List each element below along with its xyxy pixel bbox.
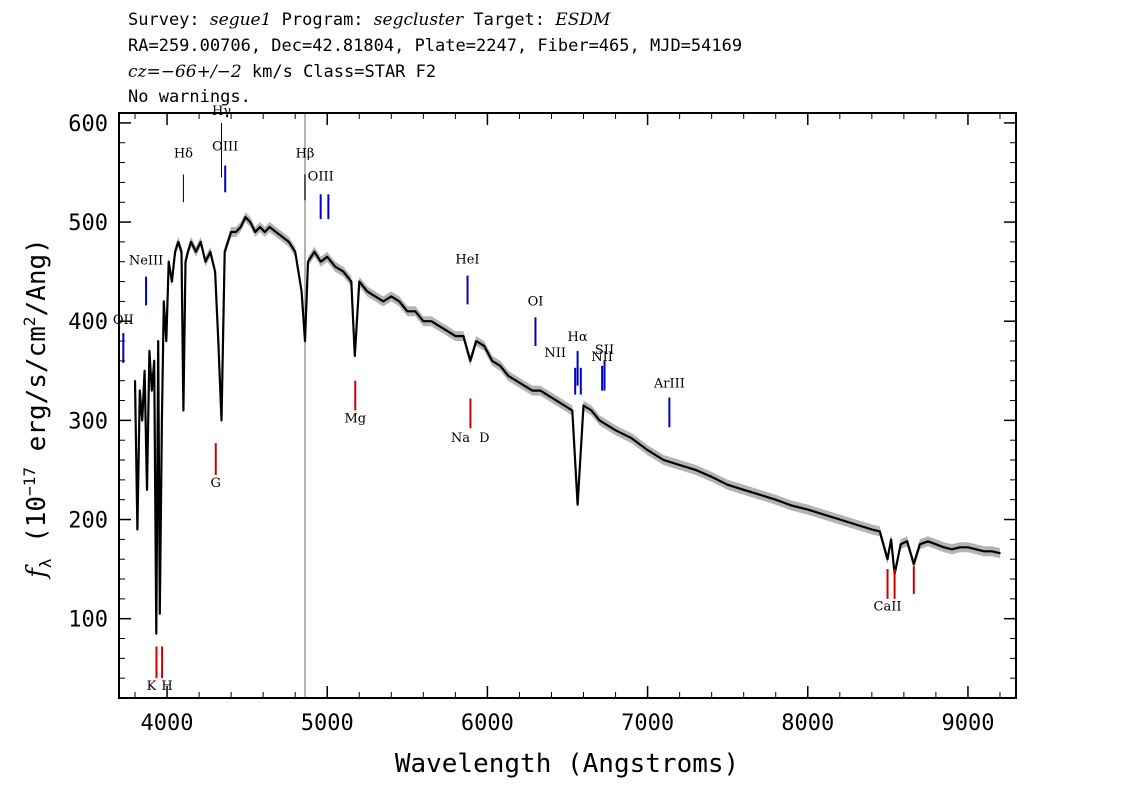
cz-label: cz= <box>128 62 161 82</box>
program-value: segcluster <box>373 10 464 30</box>
spectrum-series-line <box>133 216 1001 635</box>
line-label: OIII <box>212 140 238 155</box>
y-title-prefix: (10 <box>22 496 52 559</box>
line-label: Hα <box>568 330 588 345</box>
y-title-exp2: 2 <box>20 316 39 326</box>
y-title-exp1: −17 <box>20 467 39 496</box>
line-label: Na <box>451 431 470 446</box>
header-line-4: No warnings. <box>128 87 251 107</box>
line-label: HeI <box>455 253 479 268</box>
header-line-2: RA=259.00706, Dec=42.81804, Plate=2247, … <box>128 36 743 56</box>
cz-rest: km/s Class=STAR F2 <box>241 62 437 82</box>
line-label: Hδ <box>174 147 193 162</box>
line-label: K <box>147 679 157 694</box>
y-title-suffix: /Ang) <box>22 238 52 316</box>
line-label: NII <box>544 346 566 361</box>
header-line-3: cz=−66+/−2 km/s Class=STAR F2 <box>128 62 436 82</box>
program-label: Program: <box>281 10 364 30</box>
survey-label: Survey: <box>128 10 200 30</box>
y-tick-label: 400 <box>68 310 108 335</box>
y-title-mid: erg/s/cm <box>22 326 52 467</box>
svg-text:fλ (10−17 erg/s/cm2/Ang): fλ (10−17 erg/s/cm2/Ang) <box>20 238 55 580</box>
line-label: ArIII <box>653 377 685 392</box>
header-line-1: Survey: segue1 Program: segcluster Targe… <box>128 10 610 30</box>
cz-value: −66+/−2 <box>160 62 242 82</box>
x-tick-label: 4000 <box>141 711 194 736</box>
line-label: NII <box>591 350 613 365</box>
ticks-group: 4000 5000 6000 7000 8000 9000 100 200 300 400 500 6… <box>68 112 1016 736</box>
error-band-group <box>135 212 1000 639</box>
line-label: Mg <box>344 411 366 426</box>
survey-value: segue1 <box>209 10 272 30</box>
y-tick-label: 200 <box>68 509 108 534</box>
plot-frame <box>118 112 1017 699</box>
x-axis-title: Wavelength (Angstroms) <box>395 749 739 779</box>
x-tick-label: 8000 <box>781 711 834 736</box>
x-tick-label: 5000 <box>301 711 354 736</box>
line-label: G <box>211 476 221 491</box>
y-tick-label: 300 <box>68 409 108 434</box>
y-tick-label: 100 <box>68 608 108 633</box>
line-label: D <box>479 431 489 446</box>
error-band <box>135 212 1000 639</box>
line-label: CaII <box>874 600 902 615</box>
x-tick-label: 9000 <box>941 711 994 736</box>
x-tick-label: 6000 <box>461 711 514 736</box>
y-tick-label: 600 <box>68 112 108 137</box>
line-label: NeIII <box>129 254 163 269</box>
line-label: Hγ <box>212 104 231 119</box>
line-label: OIII <box>308 169 334 184</box>
y-axis-title: fλ (10−17 erg/s/cm2/Ang) <box>20 238 55 580</box>
line-label: SII <box>595 343 614 358</box>
y-title-lambda: λ <box>36 558 55 568</box>
x-tick-label: 7000 <box>621 711 674 736</box>
spectrum-group <box>133 216 1001 635</box>
target-value: ESDM <box>555 10 611 30</box>
target-label: Target: <box>473 10 546 30</box>
y-tick-label: 500 <box>68 211 108 236</box>
line-label: Hβ <box>296 147 315 162</box>
line-label: OI <box>528 294 544 309</box>
